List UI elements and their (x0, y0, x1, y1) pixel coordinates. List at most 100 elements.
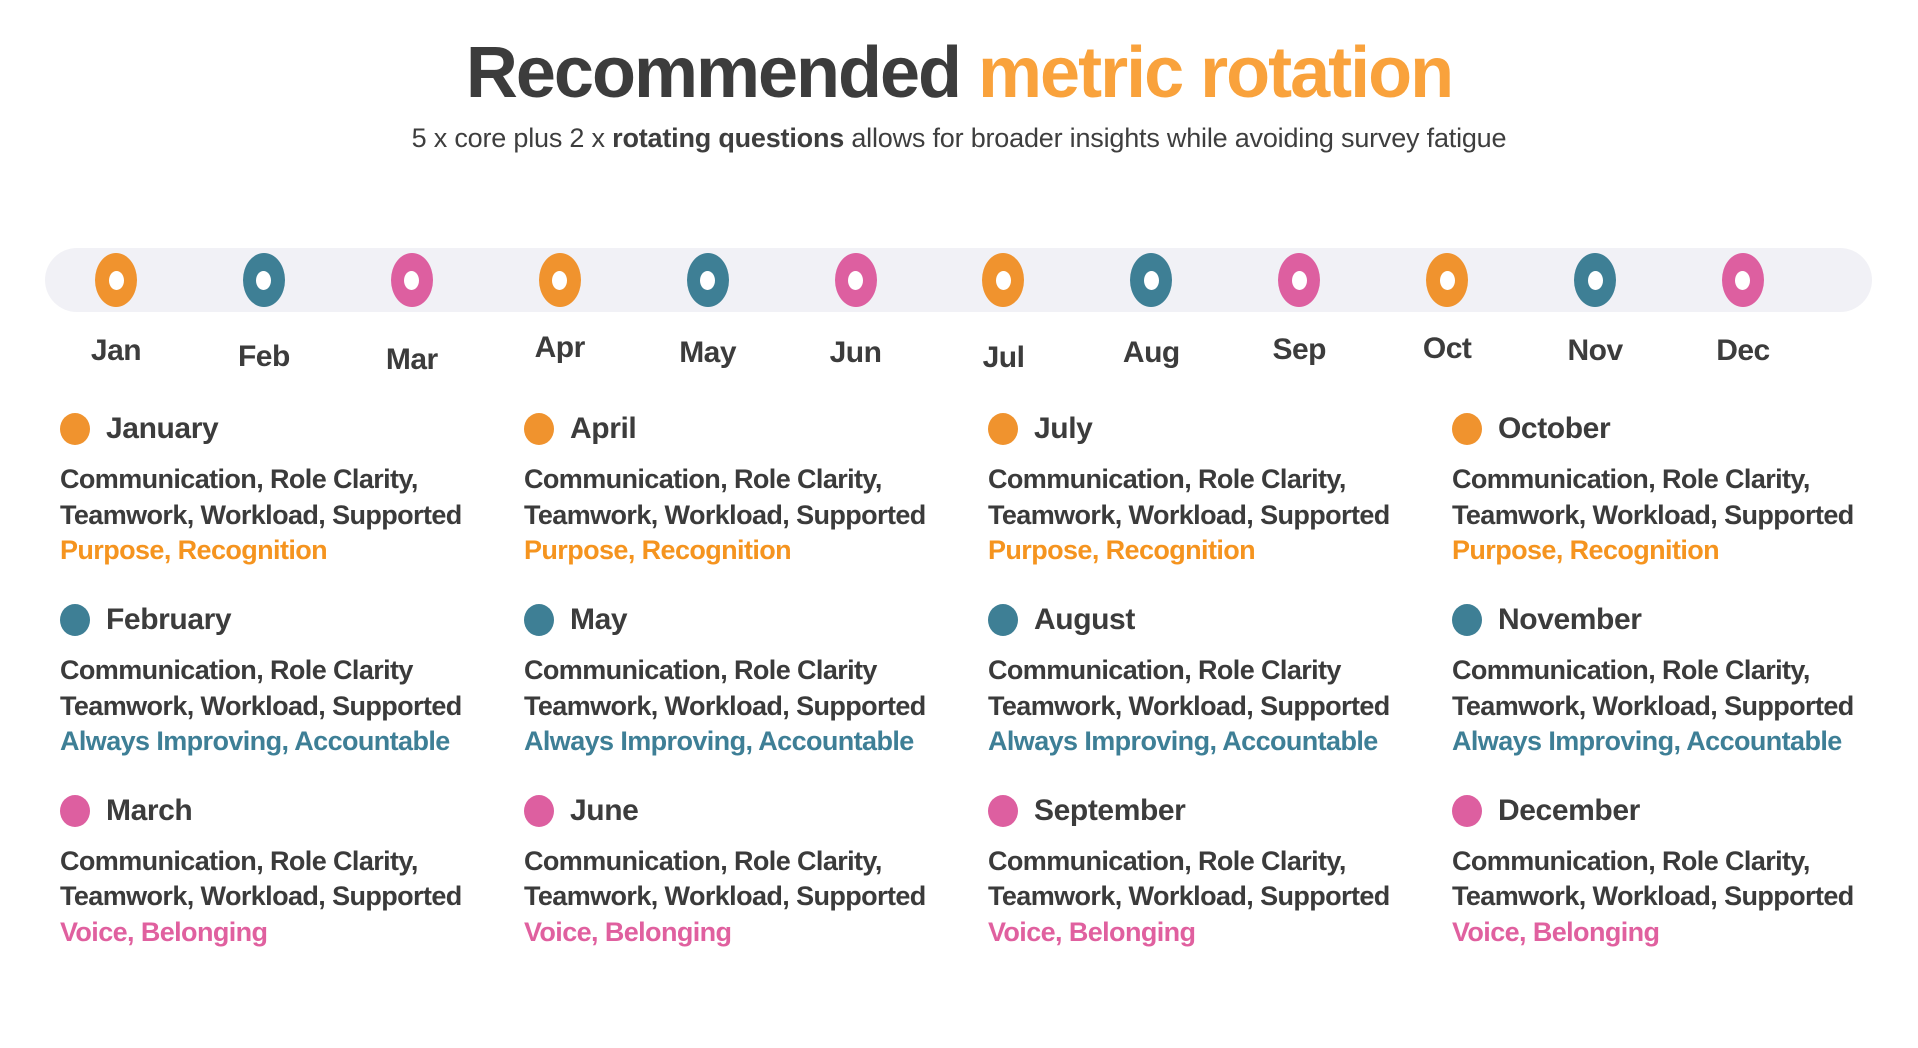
rotating-metrics-line: Purpose, Recognition (60, 535, 328, 566)
core-metrics-line-1: Communication, Role Clarity (60, 654, 413, 685)
header: Recommended metric rotation 5 x core plu… (0, 0, 1918, 154)
card-header: July (988, 412, 1424, 446)
core-metrics-line-1: Communication, Role Clarity (524, 654, 877, 685)
page-title-prefix: Recommended (465, 33, 979, 113)
month-dot-icon (988, 413, 1018, 445)
month-name: September (1034, 793, 1186, 827)
month-dot-icon (524, 603, 554, 636)
dot-hole (1291, 270, 1307, 290)
timeline-label-aug: Aug (1122, 336, 1180, 369)
month-card-november: November Communication, Role Clarity, Te… (1452, 603, 1888, 760)
timeline-dot-nov (1574, 253, 1617, 307)
month-card-september: September Communication, Role Clarity, T… (988, 794, 1424, 951)
card-body: Communication, Role Clarity Teamwork, Wo… (60, 653, 496, 760)
rotating-metrics-line: Purpose, Recognition (524, 535, 792, 566)
card-header: May (524, 603, 960, 637)
rotating-metrics-line: Purpose, Recognition (988, 535, 1256, 566)
core-metrics-line-2: Teamwork, Workload, Supported (524, 881, 926, 912)
month-dot-icon (524, 794, 554, 827)
subtitle-bold: rotating questions (612, 123, 845, 154)
month-dot-icon (60, 794, 90, 827)
dot-hole (1587, 270, 1603, 290)
core-metrics-line-1: Communication, Role Clarity, (1452, 464, 1810, 494)
card-body: Communication, Role Clarity, Teamwork, W… (60, 462, 496, 569)
card-header: October (1452, 412, 1888, 446)
card-body: Communication, Role Clarity Teamwork, Wo… (524, 653, 960, 760)
timeline-labels: Jan Feb Mar Apr May Jun Jul Aug Sep Oct … (45, 331, 1872, 376)
timeline-label-mar: Mar (385, 343, 438, 376)
timeline-label-apr: Apr (534, 331, 586, 364)
timeline-dot-apr (538, 253, 581, 307)
core-metrics-line-2: Teamwork, Workload, Supported (988, 690, 1390, 721)
timeline-label-dec: Dec (1716, 334, 1770, 367)
rotating-metrics-line: Always Improving, Accountable (524, 726, 914, 757)
month-card-january: January Communication, Role Clarity, Tea… (60, 412, 496, 569)
core-metrics-line-1: Communication, Role Clarity, (1452, 654, 1810, 685)
month-dot-icon (988, 794, 1018, 827)
rotating-metrics-line: Voice, Belonging (60, 917, 268, 947)
core-metrics-line-1: Communication, Role Clarity, (1452, 845, 1810, 876)
core-metrics-line-2: Teamwork, Workload, Supported (60, 499, 462, 530)
month-dot-icon (60, 413, 90, 445)
month-dot-icon (988, 603, 1018, 636)
timeline-dot-mar (390, 253, 433, 307)
timeline-label-sep: Sep (1272, 333, 1327, 366)
month-card-october: October Communication, Role Clarity, Tea… (1452, 412, 1888, 569)
timeline-track (45, 248, 1872, 312)
dot-hole (1439, 270, 1455, 290)
rotating-metrics-line: Always Improving, Accountable (1452, 726, 1842, 757)
core-metrics-line-2: Teamwork, Workload, Supported (524, 690, 926, 721)
month-name: August (1034, 602, 1135, 636)
month-name: July (1034, 412, 1093, 445)
core-metrics-line-1: Communication, Role Clarity, (524, 845, 882, 876)
card-header: February (60, 603, 496, 637)
month-dot-icon (1452, 603, 1482, 636)
core-metrics-line-2: Teamwork, Workload, Supported (1452, 881, 1854, 912)
dot-hole (848, 270, 864, 290)
month-card-february: February Communication, Role Clarity Tea… (60, 603, 496, 760)
card-body: Communication, Role Clarity, Teamwork, W… (988, 462, 1424, 569)
timeline-label-nov: Nov (1567, 334, 1623, 367)
month-dot-icon (60, 603, 90, 636)
timeline-dot-oct (1426, 253, 1469, 307)
subtitle-part1: 5 x core plus 2 x (411, 123, 613, 154)
card-body: Communication, Role Clarity Teamwork, Wo… (988, 653, 1424, 760)
core-metrics-line-2: Teamwork, Workload, Supported (1452, 499, 1854, 530)
timeline-dot-aug (1130, 253, 1173, 307)
card-body: Communication, Role Clarity, Teamwork, W… (1452, 462, 1888, 569)
card-body: Communication, Role Clarity, Teamwork, W… (1452, 653, 1888, 760)
month-card-december: December Communication, Role Clarity, Te… (1452, 794, 1888, 951)
timeline-dot-jul (982, 253, 1025, 307)
dot-hole (552, 270, 568, 290)
card-header: January (60, 412, 496, 446)
page-title-accent: metric rotation (978, 33, 1454, 113)
core-metrics-line-1: Communication, Role Clarity, (60, 845, 418, 876)
card-body: Communication, Role Clarity, Teamwork, W… (1452, 844, 1888, 951)
dot-hole (700, 270, 716, 290)
dot-hole (108, 270, 124, 290)
card-header: September (988, 794, 1424, 828)
core-metrics-line-1: Communication, Role Clarity (988, 654, 1341, 685)
month-name: June (570, 793, 639, 827)
card-header: August (988, 603, 1424, 637)
card-body: Communication, Role Clarity, Teamwork, W… (524, 462, 960, 569)
rotating-metrics-line: Always Improving, Accountable (988, 726, 1378, 757)
rotating-metrics-line: Voice, Belonging (524, 917, 732, 947)
timeline-dot-dec (1721, 253, 1764, 307)
month-name: February (106, 602, 232, 636)
core-metrics-line-2: Teamwork, Workload, Supported (60, 690, 462, 721)
month-name: October (1498, 412, 1611, 445)
month-cards-grid: January Communication, Role Clarity, Tea… (60, 412, 1888, 951)
timeline-label-oct: Oct (1422, 332, 1472, 365)
timeline-dot-jan (95, 253, 137, 307)
timeline-label-jul: Jul (982, 341, 1025, 374)
timeline-dot-may (686, 253, 729, 307)
month-dot-icon (524, 413, 554, 445)
month-card-may: May Communication, Role Clarity Teamwork… (524, 603, 960, 760)
page-subtitle: 5 x core plus 2 x rotating questions all… (0, 123, 1918, 154)
rotating-metrics-line: Always Improving, Accountable (60, 726, 450, 757)
page-title: Recommended metric rotation (0, 33, 1918, 113)
rotating-metrics-line: Purpose, Recognition (1452, 535, 1720, 566)
month-name: April (570, 412, 637, 445)
core-metrics-line-1: Communication, Role Clarity, (988, 845, 1346, 876)
